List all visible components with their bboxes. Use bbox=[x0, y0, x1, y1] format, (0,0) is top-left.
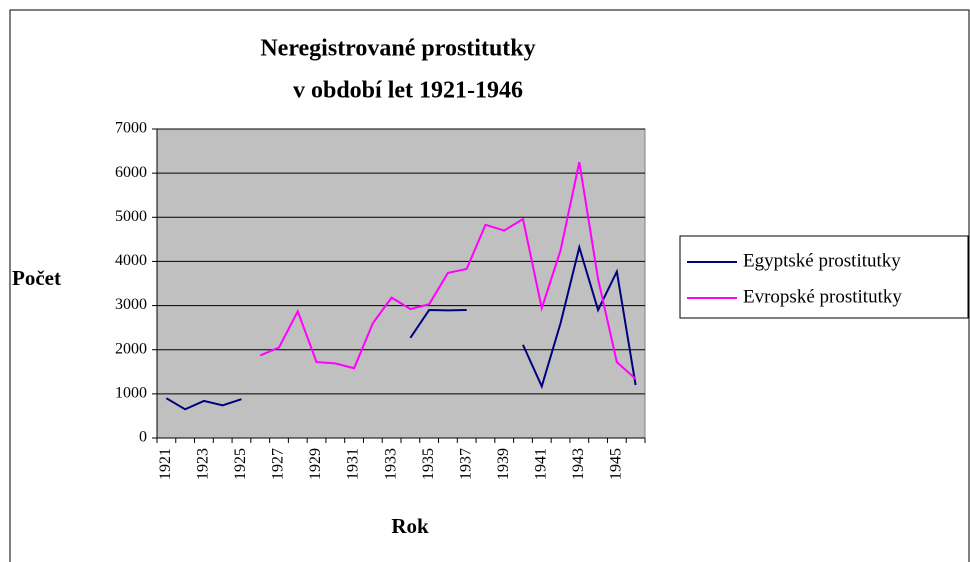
y-tick-label: 1000 bbox=[115, 385, 147, 402]
x-tick-label: 1941 bbox=[532, 448, 549, 480]
legend-box bbox=[679, 235, 969, 319]
x-tick-label: 1933 bbox=[382, 448, 399, 480]
chart-title: Neregistrované prostitutky bbox=[260, 36, 535, 62]
plot-area bbox=[156, 128, 646, 439]
x-tick-label: 1943 bbox=[570, 448, 587, 480]
y-tick-label: 6000 bbox=[115, 164, 147, 181]
x-tick-label: 1929 bbox=[307, 448, 324, 480]
x-tick-label: 1921 bbox=[157, 448, 174, 480]
y-tick-label: 0 bbox=[139, 429, 147, 446]
x-tick-label: 1931 bbox=[345, 448, 362, 480]
x-tick-label: 1939 bbox=[495, 448, 512, 480]
chart-title: v období let 1921-1946 bbox=[293, 78, 523, 104]
y-tick-label: 2000 bbox=[115, 340, 147, 357]
chart-frame bbox=[9, 9, 970, 562]
x-tick-label: 1927 bbox=[270, 448, 287, 480]
legend-label: Evropské prostitutky bbox=[743, 286, 902, 307]
line-series bbox=[165, 243, 637, 411]
x-tick-label: 1923 bbox=[195, 448, 212, 480]
y-tick-label: 5000 bbox=[115, 208, 147, 225]
y-axis-label: Počet bbox=[12, 266, 61, 290]
x-tick-label: 1945 bbox=[608, 448, 625, 480]
x-tick-label: 1937 bbox=[457, 448, 474, 480]
y-tick-label: 3000 bbox=[115, 296, 147, 313]
line-series bbox=[259, 161, 637, 380]
x-axis-label: Rok bbox=[391, 514, 429, 538]
x-tick-label: 1935 bbox=[420, 448, 437, 480]
x-tick-label: 1925 bbox=[232, 448, 249, 480]
legend-label: Egyptské prostitutky bbox=[743, 250, 901, 271]
y-tick-label: 7000 bbox=[115, 120, 147, 137]
y-tick-label: 4000 bbox=[115, 252, 147, 269]
